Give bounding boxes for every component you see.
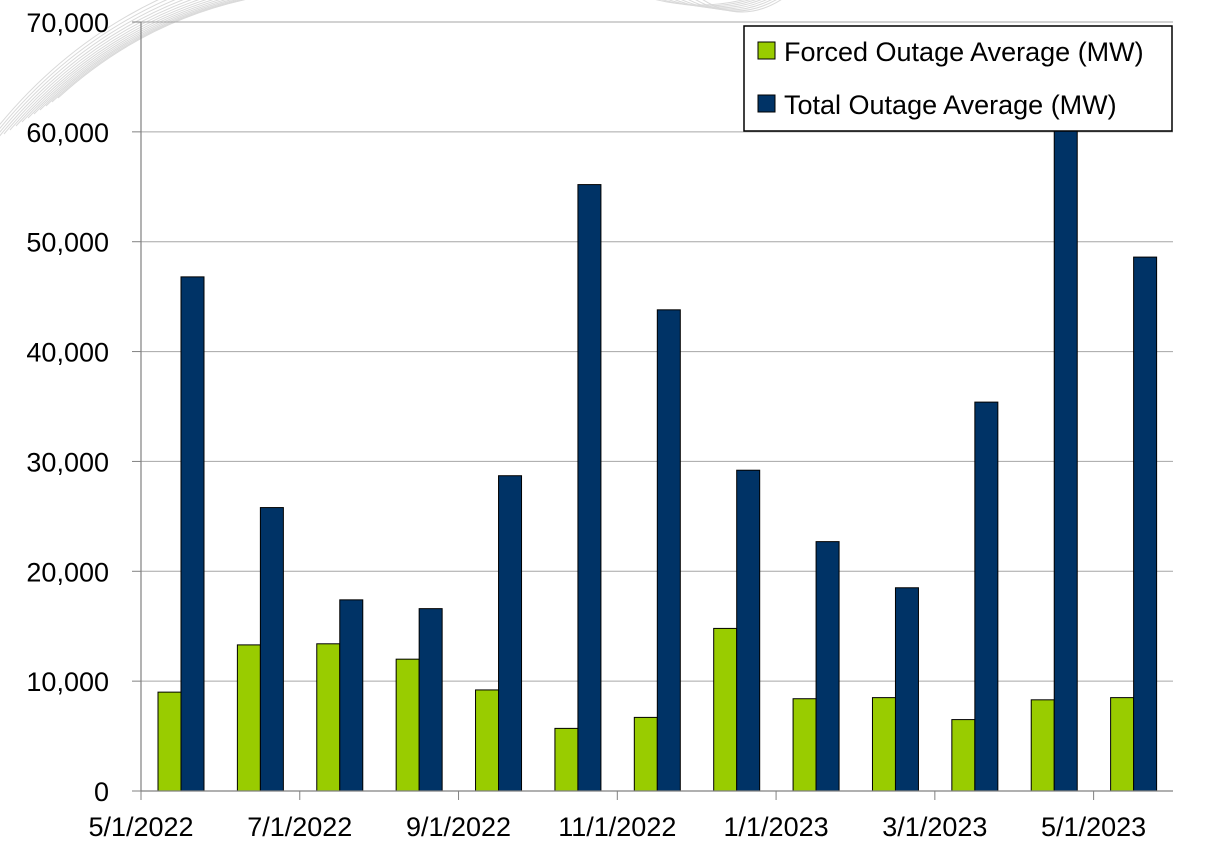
x-tick-label: 9/1/2022 <box>406 812 511 842</box>
y-tick-label: 20,000 <box>26 557 109 587</box>
swirl-line <box>3 0 192 135</box>
legend: Forced Outage Average (MW) Total Outage … <box>743 25 1173 132</box>
bar-total-outage <box>974 401 999 792</box>
y-tick-label: 40,000 <box>26 338 109 368</box>
swirl-line <box>0 0 168 130</box>
bar-total-outage <box>498 475 523 792</box>
swirl-line <box>0 0 159 125</box>
swirl-line <box>0 0 176 133</box>
swirl-line <box>695 0 777 12</box>
bar-forced-outage <box>633 716 658 792</box>
bar-forced-outage <box>236 644 261 792</box>
swirl-line <box>9 0 200 131</box>
y-axis-tick-labels: 0 10,000 20,000 30,000 40,000 50,000 60,000 70,… <box>26 8 109 807</box>
bar-forced-outage <box>713 627 738 792</box>
legend-label-total-outage: Total Outage Average (MW) <box>784 90 1117 120</box>
x-tick-label: 3/1/2023 <box>882 812 987 842</box>
bar-total-outage <box>656 309 681 792</box>
bar-total-outage <box>736 469 761 792</box>
y-tick-label: 0 <box>94 777 109 807</box>
swirl-line <box>51 0 243 103</box>
x-tick-label: 5/1/2022 <box>88 812 193 842</box>
bar-total-outage <box>1053 120 1078 792</box>
axes <box>140 22 1173 792</box>
legend-swatch-forced-outage <box>757 41 776 60</box>
bar-total-outage <box>180 276 205 792</box>
x-tick-label: 1/1/2023 <box>724 812 829 842</box>
bar-total-outage <box>577 184 602 792</box>
bar-forced-outage <box>157 691 182 792</box>
x-axis-tick-labels: 5/1/2022 7/1/2022 9/1/2022 11/1/2022 1/1/202… <box>88 791 1146 842</box>
background-swirl-decoration <box>0 0 782 137</box>
y-tick-label: 60,000 <box>26 118 109 148</box>
bar-forced-outage <box>395 658 420 792</box>
legend-label-forced-outage: Forced Outage Average (MW) <box>784 37 1144 67</box>
bar-forced-outage <box>554 727 579 792</box>
y-tick-label: 50,000 <box>26 228 109 258</box>
swirl-line <box>661 0 751 7</box>
swirl-line <box>39 0 233 111</box>
swirl-line <box>688 0 772 11</box>
swirl-line <box>33 0 227 115</box>
swirl-line <box>21 0 214 123</box>
gridlines <box>132 21 1173 792</box>
bar-total-outage <box>339 599 364 792</box>
bar-forced-outage <box>951 719 976 792</box>
swirl-line <box>15 0 207 127</box>
bar-forced-outage <box>475 689 500 792</box>
x-tick-label: 5/1/2023 <box>1041 812 1146 842</box>
swirl-line <box>57 0 246 99</box>
y-tick-label: 70,000 <box>26 8 109 38</box>
bar-forced-outage <box>316 643 341 792</box>
bar-total-outage <box>815 541 840 792</box>
x-tick-label: 11/1/2022 <box>558 812 676 842</box>
legend-swatch-total-outage <box>757 94 776 113</box>
y-tick-label: 10,000 <box>26 667 109 697</box>
bar-forced-outage <box>1030 699 1055 792</box>
x-tick-label: 7/1/2022 <box>247 812 352 842</box>
bar-total-outage <box>259 507 284 792</box>
swirl-line <box>45 0 238 107</box>
bar-total-outage <box>1133 256 1158 792</box>
y-tick-label: 30,000 <box>26 447 109 477</box>
swirl-line <box>0 0 184 137</box>
swirl-line <box>27 0 221 119</box>
bar-forced-outage <box>1110 697 1135 792</box>
legend-box <box>743 25 1173 132</box>
bar-total-outage <box>418 608 443 792</box>
bar-forced-outage <box>792 698 817 792</box>
bar-total-outage <box>894 587 919 792</box>
bar-forced-outage <box>871 697 896 792</box>
bars <box>157 120 1158 792</box>
swirl-line <box>702 0 782 13</box>
